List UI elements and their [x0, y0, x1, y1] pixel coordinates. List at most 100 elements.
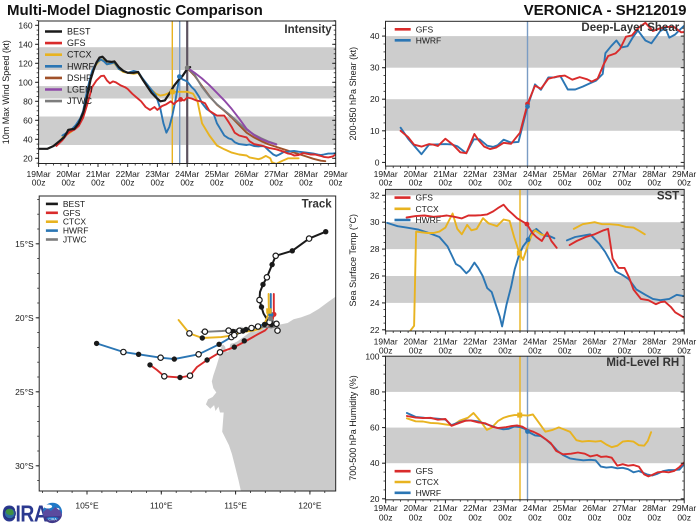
svg-text:28Mar: 28Mar	[294, 169, 318, 179]
svg-text:00z: 00z	[269, 178, 283, 188]
svg-text:20: 20	[23, 153, 33, 163]
svg-text:Intensity: Intensity	[284, 24, 332, 36]
svg-text:28Mar: 28Mar	[642, 336, 666, 346]
svg-text:00z: 00z	[498, 345, 512, 355]
svg-text:19Mar: 19Mar	[374, 336, 398, 346]
svg-text:00z: 00z	[618, 178, 632, 188]
svg-text:23Mar: 23Mar	[145, 169, 169, 179]
svg-text:00z: 00z	[588, 345, 602, 355]
svg-text:20: 20	[370, 494, 380, 504]
svg-text:22Mar: 22Mar	[463, 503, 487, 513]
svg-text:00z: 00z	[588, 178, 602, 188]
svg-text:00z: 00z	[677, 178, 691, 188]
svg-text:30°S: 30°S	[15, 461, 34, 471]
svg-text:20Mar: 20Mar	[404, 336, 428, 346]
svg-text:00z: 00z	[409, 178, 423, 188]
svg-text:00z: 00z	[151, 178, 165, 188]
svg-text:28Mar: 28Mar	[642, 169, 666, 179]
svg-text:20°S: 20°S	[15, 313, 34, 323]
svg-text:40: 40	[23, 134, 33, 144]
svg-text:105°E: 105°E	[75, 501, 99, 511]
svg-text:32: 32	[370, 190, 380, 200]
svg-text:60: 60	[370, 423, 380, 433]
svg-text:28: 28	[370, 244, 380, 254]
svg-text:00z: 00z	[240, 178, 254, 188]
svg-text:00z: 00z	[618, 512, 632, 522]
svg-text:00z: 00z	[648, 512, 662, 522]
svg-text:00z: 00z	[588, 512, 602, 522]
svg-text:00z: 00z	[677, 345, 691, 355]
svg-text:JTWC: JTWC	[63, 235, 87, 245]
svg-text:10: 10	[370, 126, 380, 136]
svg-text:24Mar: 24Mar	[523, 503, 547, 513]
svg-text:GFS: GFS	[416, 466, 434, 476]
svg-text:25Mar: 25Mar	[553, 169, 577, 179]
svg-text:20Mar: 20Mar	[56, 169, 80, 179]
svg-text:22: 22	[370, 325, 380, 335]
svg-text:HWRF: HWRF	[416, 215, 442, 225]
svg-text:26Mar: 26Mar	[583, 503, 607, 513]
svg-text:28Mar: 28Mar	[642, 503, 666, 513]
svg-text:00z: 00z	[180, 178, 194, 188]
svg-text:00z: 00z	[299, 178, 313, 188]
svg-text:80: 80	[370, 387, 380, 397]
svg-text:00z: 00z	[468, 512, 482, 522]
svg-text:21Mar: 21Mar	[433, 336, 457, 346]
svg-text:27Mar: 27Mar	[612, 169, 636, 179]
svg-text:00z: 00z	[379, 512, 393, 522]
svg-text:23Mar: 23Mar	[493, 169, 517, 179]
svg-text:23Mar: 23Mar	[493, 336, 517, 346]
svg-text:00z: 00z	[468, 345, 482, 355]
svg-text:200-850 hPa Shear (kt): 200-850 hPa Shear (kt)	[348, 47, 358, 141]
svg-text:CTCX: CTCX	[63, 217, 86, 227]
svg-text:00z: 00z	[210, 178, 224, 188]
svg-text:25Mar: 25Mar	[553, 336, 577, 346]
svg-text:25Mar: 25Mar	[205, 169, 229, 179]
svg-text:Sea Surface Temp (°C): Sea Surface Temp (°C)	[348, 214, 358, 306]
svg-text:00z: 00z	[558, 512, 572, 522]
svg-text:140: 140	[18, 39, 32, 49]
svg-text:100: 100	[365, 351, 379, 361]
svg-text:00z: 00z	[439, 178, 453, 188]
svg-text:Multi-Model Diagnostic Compari: Multi-Model Diagnostic Comparison	[7, 2, 263, 19]
svg-text:00z: 00z	[498, 512, 512, 522]
svg-text:15°S: 15°S	[15, 239, 34, 249]
svg-text:CTCX: CTCX	[416, 477, 439, 487]
svg-text:22Mar: 22Mar	[463, 169, 487, 179]
svg-text:HWRF: HWRF	[63, 226, 89, 236]
svg-text:21Mar: 21Mar	[433, 169, 457, 179]
svg-text:00z: 00z	[379, 178, 393, 188]
svg-text:80: 80	[23, 96, 33, 106]
svg-text:00z: 00z	[528, 178, 542, 188]
svg-text:10m Max Wind Speed (kt): 10m Max Wind Speed (kt)	[1, 40, 11, 144]
svg-text:CIRA: CIRA	[48, 518, 57, 522]
svg-text:60: 60	[23, 115, 33, 125]
svg-text:00z: 00z	[91, 178, 105, 188]
svg-text:00z: 00z	[528, 512, 542, 522]
svg-text:29Mar: 29Mar	[672, 336, 696, 346]
svg-text:Track: Track	[302, 199, 333, 211]
svg-text:00z: 00z	[409, 345, 423, 355]
svg-text:DSHP: DSHP	[67, 73, 92, 83]
svg-text:24: 24	[370, 298, 380, 308]
svg-text:30: 30	[370, 63, 380, 73]
svg-text:23Mar: 23Mar	[493, 503, 517, 513]
svg-text:JTWC: JTWC	[67, 96, 92, 106]
svg-text:26Mar: 26Mar	[235, 169, 259, 179]
svg-text:00z: 00z	[409, 512, 423, 522]
svg-text:20Mar: 20Mar	[404, 503, 428, 513]
svg-text:110°E: 110°E	[150, 501, 173, 511]
svg-text:00z: 00z	[468, 178, 482, 188]
svg-text:21Mar: 21Mar	[433, 503, 457, 513]
svg-text:Deep-Layer Shear: Deep-Layer Shear	[581, 22, 679, 34]
svg-text:00z: 00z	[648, 345, 662, 355]
svg-text:20: 20	[370, 94, 380, 104]
svg-text:HWRF: HWRF	[416, 488, 442, 498]
svg-text:22Mar: 22Mar	[116, 169, 140, 179]
svg-text:20Mar: 20Mar	[404, 169, 428, 179]
svg-text:0: 0	[375, 157, 380, 167]
svg-text:BEST: BEST	[63, 199, 85, 209]
svg-text:00z: 00z	[121, 178, 135, 188]
svg-text:00z: 00z	[439, 345, 453, 355]
svg-text:00z: 00z	[618, 345, 632, 355]
